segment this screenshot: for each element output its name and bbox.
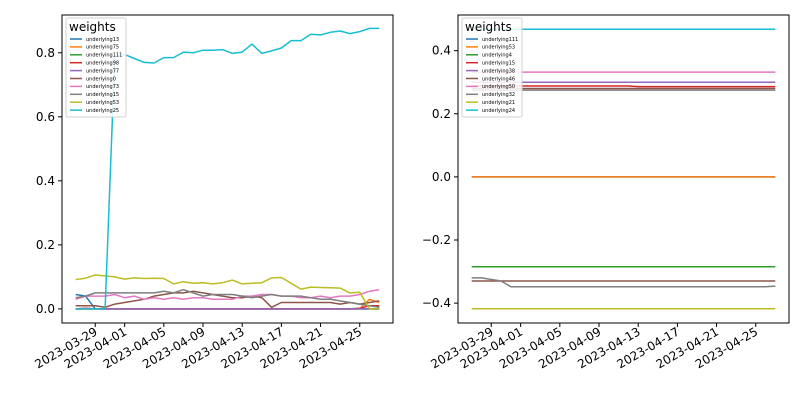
chart-right: −0.4−0.20.00.20.42023-03-292023-04-01202… — [422, 14, 790, 371]
legend: weights underlying111 underlying53 underlyi… — [461, 17, 523, 118]
series-line-underlying75 — [75, 298, 380, 310]
legend-title: weights — [69, 20, 116, 34]
legend-entry: underlying53 — [86, 100, 119, 106]
legend-entry: underlying111 — [482, 37, 518, 43]
series-line-underlying32 — [471, 277, 776, 288]
y-tick-label: −0.2 — [422, 233, 451, 247]
y-tick-label: 0.6 — [36, 110, 55, 124]
legend-entry: underlying13 — [86, 37, 119, 43]
legend-entry: underlying46 — [482, 76, 515, 82]
y-tick-label: −0.4 — [422, 296, 451, 310]
legend-entry: underlying53 — [482, 45, 515, 51]
legend-entry: underlying21 — [482, 100, 515, 106]
series-line-underlying0 — [75, 290, 380, 309]
legend-entry: underlying15 — [482, 61, 515, 67]
legend-entry: underlying0 — [86, 76, 116, 82]
series-line-underlying53 — [75, 274, 380, 310]
y-tick-label: 0.2 — [432, 107, 451, 121]
y-tick-label: 0.2 — [36, 238, 55, 252]
y-tick-label: 0.0 — [36, 302, 55, 316]
legend-entry: underlying32 — [482, 92, 515, 98]
legend-box — [461, 17, 523, 118]
legend-entry: underlying75 — [86, 45, 119, 51]
series-line-underlying73 — [75, 288, 380, 301]
y-tick-label: 0.4 — [432, 44, 451, 58]
chart-left: 0.00.20.40.60.82023-03-292023-04-012023-… — [32, 14, 394, 371]
legend-box — [65, 17, 127, 118]
y-tick-label: 0.0 — [432, 170, 451, 184]
legend-entry: underlying98 — [86, 61, 119, 67]
legend-entry: underlying73 — [86, 84, 119, 90]
legend-entry: underlying111 — [86, 53, 122, 59]
legend-entry: underlying50 — [482, 84, 515, 90]
axes-frame — [457, 14, 790, 324]
legend-entry: underlying38 — [482, 68, 515, 74]
y-tick-label: 0.8 — [36, 46, 55, 60]
legend-entry: underlying4 — [482, 53, 512, 59]
series-line-underlying15 — [75, 288, 380, 309]
legend-entry: underlying25 — [86, 108, 119, 114]
y-tick-label: 0.4 — [36, 174, 55, 188]
legend-title: weights — [465, 20, 512, 34]
axes-frame — [61, 14, 394, 324]
legend-entry: underlying24 — [482, 108, 515, 114]
legend-entry: underlying77 — [86, 68, 119, 74]
legend: weights underlying13 underlying75 underlyin… — [65, 17, 127, 118]
series-lines — [75, 27, 380, 310]
legend-entry: underlying15 — [86, 92, 119, 98]
